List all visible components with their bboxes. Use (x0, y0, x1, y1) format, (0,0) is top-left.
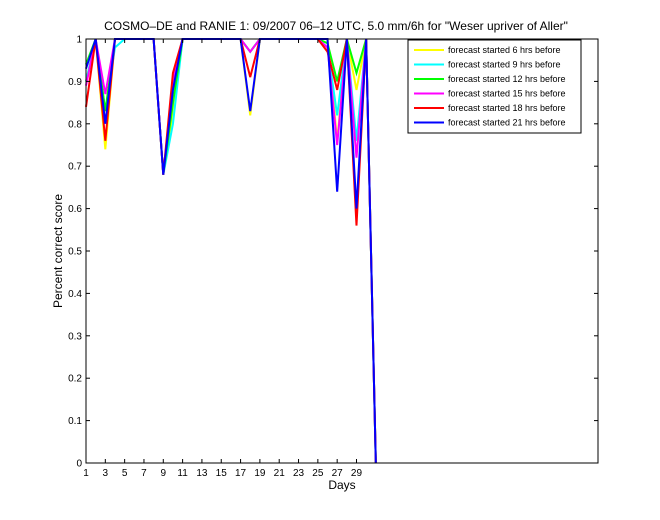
x-tick-label: 17 (235, 468, 247, 479)
legend-label-1: forecast started 6 hrs before (448, 45, 561, 55)
y-tick-label: 0.1 (68, 416, 82, 427)
x-tick-label: 27 (332, 468, 344, 479)
y-tick-label: 0.8 (68, 119, 82, 130)
x-axis: 1 3 5 7 9 11 13 15 17 19 21 23 25 27 29 (83, 39, 362, 479)
y-axis: 0 0.1 0.2 0.3 0.4 0.5 0.6 0.7 0.8 0.9 1 (68, 35, 598, 470)
x-tick-label: 15 (216, 468, 228, 479)
x-tick-label: 21 (274, 468, 286, 479)
legend-label-3: forecast started 12 hrs before (448, 74, 566, 84)
y-tick-label: 0 (76, 459, 82, 470)
y-tick-label: 0.7 (68, 162, 82, 173)
x-tick-label: 25 (312, 468, 324, 479)
x-tick-label: 1 (83, 468, 89, 479)
x-tick-label: 23 (293, 468, 305, 479)
x-axis-label: Days (328, 478, 355, 492)
x-tick-label: 19 (254, 468, 266, 479)
legend: forecast started 6 hrs before forecast st… (407, 39, 582, 134)
legend-label-6: forecast started 21 hrs before (448, 118, 566, 128)
legend-label-4: forecast started 15 hrs before (448, 89, 566, 99)
x-tick-label: 9 (161, 468, 167, 479)
x-tick-label: 29 (351, 468, 363, 479)
y-tick-label: 0.6 (68, 204, 82, 215)
y-axis-label: Percent correct score (51, 194, 65, 308)
chart-title: COSMO–DE and RANIE 1: 09/2007 06–12 UTC,… (104, 19, 568, 33)
x-tick-label: 5 (122, 468, 128, 479)
y-tick-label: 0.9 (68, 77, 82, 88)
legend-label-2: forecast started 9 hrs before (448, 60, 561, 70)
x-tick-label: 11 (177, 468, 188, 479)
y-tick-label: 0.3 (68, 331, 82, 342)
x-tick-label: 13 (196, 468, 208, 479)
x-tick-label: 3 (103, 468, 109, 479)
y-tick-label: 1 (76, 35, 82, 46)
y-tick-label: 0.5 (68, 247, 82, 258)
legend-label-5: forecast started 18 hrs before (448, 103, 566, 113)
y-tick-label: 0.4 (68, 289, 82, 300)
legend-box (407, 39, 582, 134)
y-tick-label: 0.2 (68, 374, 82, 385)
x-tick-label: 7 (141, 468, 147, 479)
